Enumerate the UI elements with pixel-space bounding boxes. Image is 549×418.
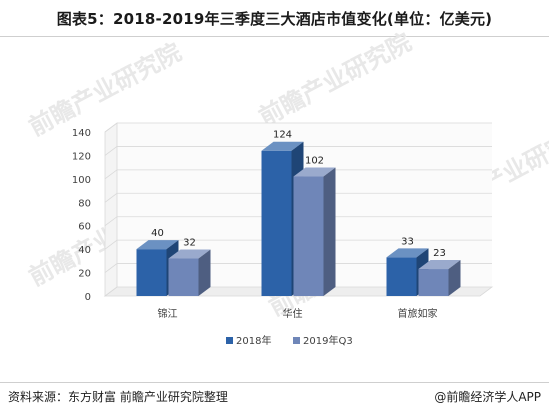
- bar-top: [293, 167, 336, 177]
- bar: [136, 249, 167, 296]
- gridline: [104, 122, 492, 133]
- bar: [418, 269, 449, 296]
- gridline: [104, 263, 492, 273]
- legend-swatch: [226, 337, 233, 344]
- bar-side: [323, 167, 336, 296]
- category-label: 锦江: [158, 307, 178, 320]
- data-label: 124: [273, 130, 292, 141]
- source-note: 资料来源：东方财富 前瞻产业研究院整理: [8, 390, 228, 404]
- chart-title: 图表5：2018-2019年三季度三大酒店市值变化(单位：亿美元): [56, 10, 493, 28]
- bar-side: [198, 249, 211, 296]
- bar-top: [168, 249, 211, 259]
- data-label: 102: [305, 156, 324, 167]
- bar-top: [418, 260, 461, 270]
- bar: [168, 258, 199, 296]
- y-tick-label: 80: [78, 198, 91, 209]
- gridline: [104, 169, 492, 180]
- bar-top: [386, 248, 429, 258]
- bar-top: [261, 141, 304, 151]
- data-label: 32: [183, 238, 196, 249]
- gridline: [104, 216, 492, 227]
- y-tick-label: 120: [72, 151, 91, 162]
- data-label: 40: [151, 228, 164, 239]
- bar: [293, 176, 324, 296]
- footer-divider: [0, 382, 549, 383]
- category-label: 首旅如家: [398, 307, 438, 320]
- legend-swatch: [293, 337, 300, 344]
- credit-note: @前瞻经济学人APP: [434, 390, 541, 404]
- y-tick-label: 100: [72, 175, 91, 186]
- data-label: 33: [401, 236, 414, 247]
- bar: [261, 150, 292, 296]
- y-tick-label: 40: [78, 245, 91, 256]
- y-tick-label: 140: [72, 128, 91, 139]
- bar-top: [136, 240, 179, 250]
- gridline: [104, 146, 492, 156]
- category-label: 华住: [283, 307, 303, 320]
- y-tick-label: 20: [78, 269, 91, 280]
- bar-side: [448, 260, 461, 296]
- gridline: [104, 192, 492, 203]
- bar-chart: 0 20 40 60 80 100 120 140 40 32 锦江 124 102 华住 33 23 首旅如家…: [72, 122, 494, 347]
- y-tick-label: 0: [85, 292, 91, 303]
- gridline: [104, 239, 492, 250]
- legend-label: 2018年: [236, 334, 271, 347]
- plot-side-wall: [104, 122, 118, 297]
- legend-label: 2019年Q3: [303, 334, 353, 347]
- bar: [386, 257, 417, 296]
- y-tick-label: 60: [78, 222, 91, 233]
- title-divider: [0, 36, 549, 37]
- data-label: 23: [433, 248, 446, 259]
